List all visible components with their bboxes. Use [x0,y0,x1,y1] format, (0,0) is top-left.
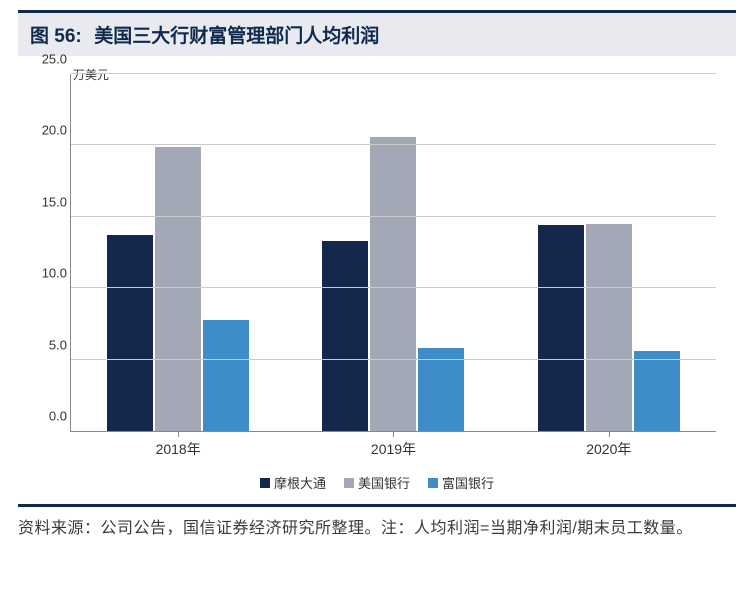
legend-label: 富国银行 [442,473,494,492]
figure-container: 图 56: 美国三大行财富管理部门人均利润 万美元 2018年2019年2020… [0,0,754,552]
legend: 摩根大通 美国银行 富国银行 [18,473,736,492]
x-tick-label: 2020年 [586,439,631,459]
bar-group: 2018年 [71,74,285,431]
bar [538,225,584,431]
legend-swatch [428,478,438,488]
legend-item: 摩根大通 [260,473,326,492]
bar [586,224,632,431]
source-note: 资料来源：公司公告，国信证券经济研究所整理。注：人均利润=当期净利润/期末员工数… [18,517,736,542]
y-tick-label: 0.0 [27,409,67,424]
y-tick-label: 25.0 [27,52,67,67]
footer-divider [18,504,736,507]
legend-item: 美国银行 [344,473,410,492]
x-tick [393,431,394,437]
x-tick-label: 2019年 [371,439,416,459]
grid-line [71,73,716,74]
grid-line [71,144,716,145]
bar [322,241,368,431]
bar [418,348,464,431]
figure-number: 图 56: [30,26,82,47]
legend-swatch [260,478,270,488]
x-tick-label: 2018年 [156,439,201,459]
y-tick-label: 20.0 [27,123,67,138]
bar [155,147,201,431]
x-tick [178,431,179,437]
legend-label: 美国银行 [358,473,410,492]
bar-group: 2020年 [501,74,716,431]
figure-title: 美国三大行财富管理部门人均利润 [94,26,379,47]
grid-line [71,287,716,288]
bar [634,351,680,431]
legend-label: 摩根大通 [274,473,326,492]
plot-area: 2018年2019年2020年 0.05.010.015.020.025.0 [70,74,716,432]
bar-groups: 2018年2019年2020年 [71,74,716,431]
y-tick-label: 5.0 [27,337,67,352]
legend-item: 富国银行 [428,473,494,492]
legend-swatch [344,478,354,488]
y-tick-label: 10.0 [27,266,67,281]
title-bar: 图 56: 美国三大行财富管理部门人均利润 [18,10,736,56]
x-tick [609,431,610,437]
y-tick-label: 15.0 [27,194,67,209]
grid-line [71,359,716,360]
bar [370,137,416,431]
bar-group: 2019年 [285,74,500,431]
bar [107,235,153,431]
grid-line [71,216,716,217]
bar [203,320,249,431]
chart: 万美元 2018年2019年2020年 0.05.010.015.020.025… [18,62,736,502]
